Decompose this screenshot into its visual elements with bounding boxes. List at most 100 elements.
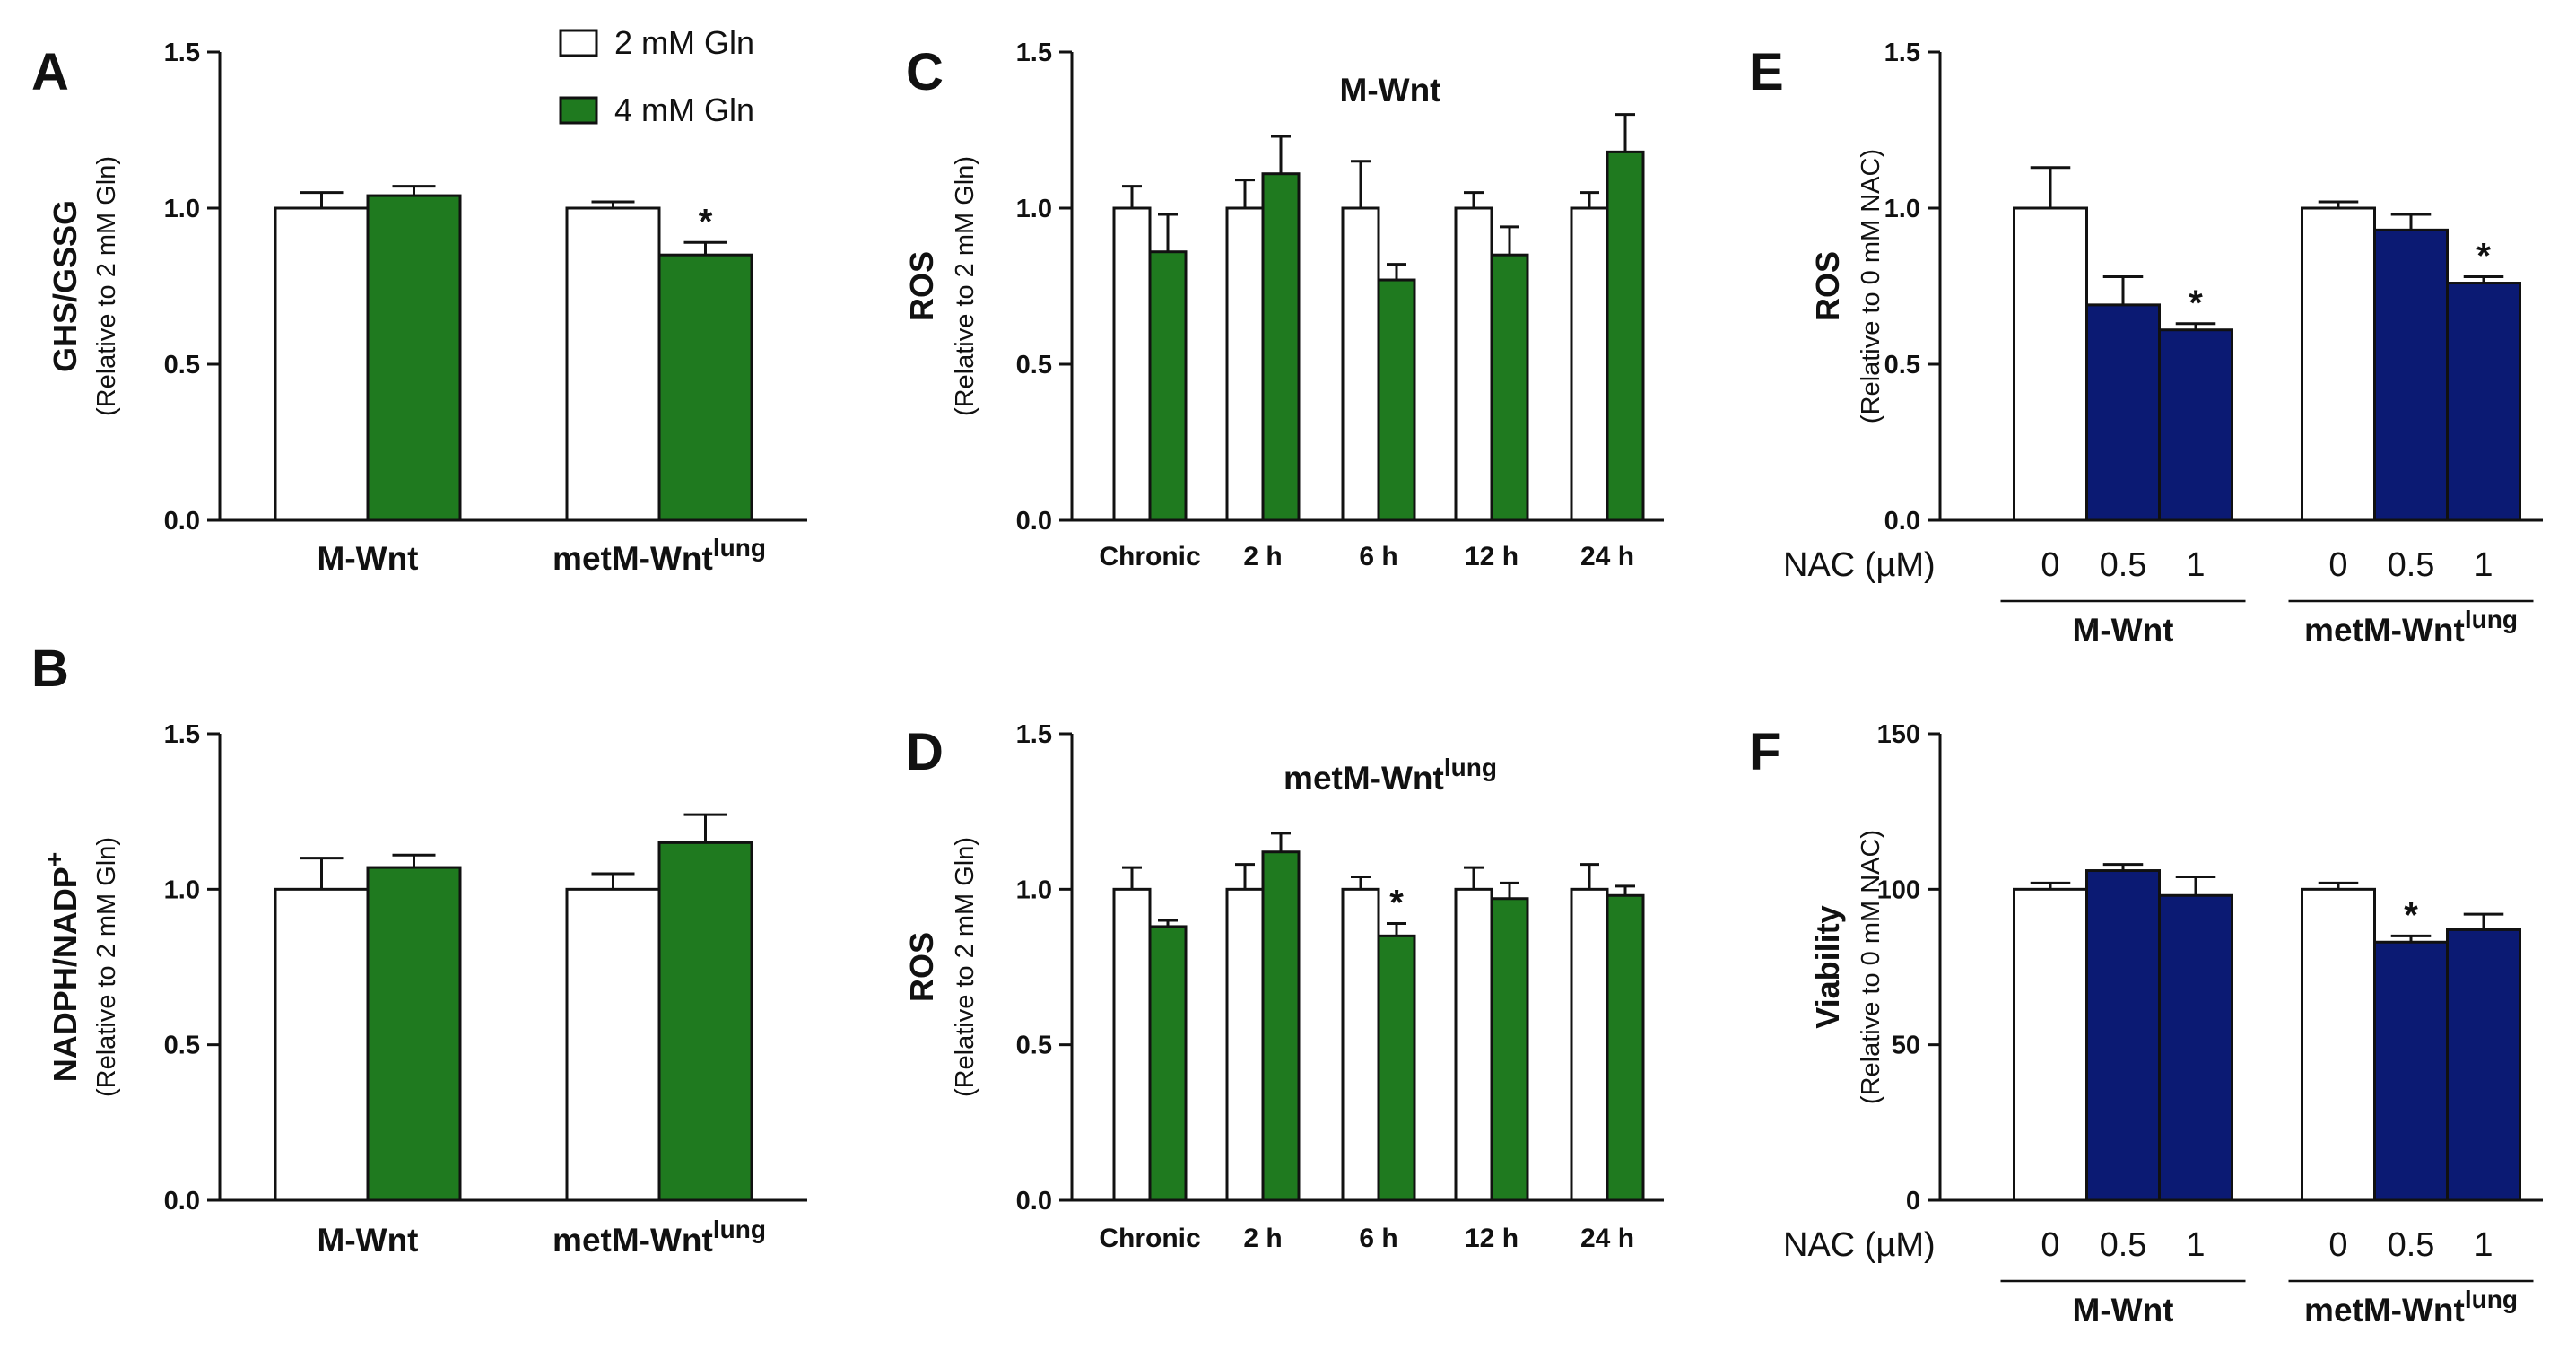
bar-d-g3-b1	[1490, 897, 1529, 1202]
y-tick-label: 0.5	[1016, 1032, 1052, 1060]
y-tick-label: 1.0	[164, 876, 200, 904]
bar-f-g1-b0	[2301, 887, 2376, 1202]
bar-e-g0-b0	[2013, 206, 2088, 522]
y-tick-label: 0.5	[1884, 351, 1920, 379]
legend-label: 2 mM Gln	[614, 24, 754, 61]
panel-label-e: E	[1749, 43, 1784, 101]
category-label: 24 h	[1580, 542, 1634, 571]
nac-dose-label: 0.5	[2388, 1226, 2435, 1264]
nac-dose-label: 0	[2041, 546, 2059, 584]
y-tick-label: 0.0	[1016, 1187, 1052, 1215]
chart-panel-c: C 0.0 0.5 1.0 1.5 ROS (Relative to 2 mM Gln) M-…	[903, 39, 1664, 571]
bar-d-g4-b0	[1570, 887, 1609, 1202]
bar-c-g1-b0	[1225, 206, 1265, 522]
panel-label-b: B	[31, 640, 69, 698]
panel-label-d: D	[906, 723, 944, 781]
y-axis-sublabel: (Relative to 2 mM Gln)	[951, 156, 979, 416]
group-label: M-Wnt	[2073, 612, 2174, 649]
y-tick-label: 0	[1906, 1187, 1920, 1215]
bar-c-g0-b1	[1148, 250, 1188, 522]
y-tick-label: 1.5	[164, 720, 200, 749]
nac-dose-label: 0.5	[2388, 546, 2435, 584]
category-label: 12 h	[1465, 1224, 1519, 1253]
y-axis-label: ROS	[903, 251, 940, 321]
y-tick-label: 0.0	[1016, 507, 1052, 536]
significance-star: *	[2476, 237, 2491, 276]
bar-c-g3-b1	[1490, 253, 1529, 522]
y-tick-label: 150	[1877, 720, 1920, 749]
y-tick-label: 1.0	[164, 195, 200, 223]
y-tick-label: 100	[1877, 876, 1920, 904]
y-axis-label: GHS/GSSG	[47, 200, 83, 372]
panel-label-a: A	[31, 43, 69, 101]
category-label: 6 h	[1359, 542, 1397, 571]
panel-label-f: F	[1749, 723, 1780, 781]
category-label: 6 h	[1359, 1224, 1397, 1253]
bar-c-g1-b1	[1261, 172, 1301, 522]
bar-f-g0-b2	[2158, 893, 2233, 1202]
y-tick-label: 0.5	[1016, 351, 1052, 379]
y-axis-sublabel: (Relative to 0 mM NAC)	[1857, 149, 1885, 423]
significance-star: *	[2404, 895, 2418, 935]
category-label: metM-Wntlung	[553, 534, 766, 578]
nac-dose-label: 1	[2186, 1226, 2205, 1264]
bar-a-g0-b0	[274, 206, 370, 522]
bar-d-g2-b1	[1377, 934, 1416, 1202]
bar-e-g0-b2	[2158, 328, 2233, 522]
nac-axis-label: NAC (µM)	[1783, 546, 1936, 584]
nac-dose-label: 0.5	[2100, 546, 2147, 584]
group-label: metM-Wntlung	[2304, 605, 2518, 649]
bar-b-g1-b1	[657, 841, 753, 1202]
category-label: Chronic	[1099, 1224, 1200, 1253]
significance-star: *	[1389, 883, 1404, 922]
bar-d-g1-b1	[1261, 850, 1301, 1202]
category-label: Chronic	[1099, 542, 1200, 571]
y-tick-label: 0.5	[164, 351, 200, 379]
nac-dose-label: 0	[2328, 1226, 2347, 1264]
significance-star: *	[2189, 283, 2203, 323]
bar-e-g1-b0	[2301, 206, 2376, 522]
legend: 2 mM Gln 4 mM Gln	[559, 24, 754, 128]
y-axis-label: ROS	[1809, 251, 1846, 321]
y-axis-label: ROS	[903, 932, 940, 1002]
chart-panel-b: B 0.0 0.5 1.0 1.5 NADPH/NADP+ (Relative to 2 m…	[31, 640, 807, 1259]
y-tick-label: 1.5	[1016, 720, 1052, 749]
category-label: 2 h	[1243, 1224, 1282, 1253]
y-axis-label: Viability	[1809, 905, 1846, 1028]
y-axis-sublabel: (Relative to 2 mM Gln)	[92, 156, 121, 416]
bar-d-g2-b0	[1341, 887, 1380, 1202]
y-tick-label: 1.0	[1884, 195, 1920, 223]
category-label: 12 h	[1465, 542, 1519, 571]
bar-e-g0-b1	[2085, 303, 2161, 522]
bar-c-g2-b0	[1341, 206, 1380, 522]
nac-dose-label: 0	[2041, 1226, 2059, 1264]
y-tick-label: 0.5	[164, 1032, 200, 1060]
bar-c-g4-b1	[1606, 150, 1645, 522]
y-axis-sublabel: (Relative to 0 mM NAC)	[1857, 830, 1885, 1104]
y-axis-sublabel: (Relative to 2 mM Gln)	[92, 837, 121, 1097]
bar-a-g1-b1	[657, 253, 753, 522]
bar-f-g1-b1	[2373, 940, 2449, 1202]
chart-panel-d: D 0.0 0.5 1.0 1.5 ROS (Relative to 2 mM Gln) me…	[903, 720, 1664, 1253]
chart-panel-e: E 0.0 0.5 1.0 1.5 ROS (Relative to 0 mM NAC) * *…	[1749, 39, 2543, 649]
panel-label-c: C	[906, 43, 944, 101]
nac-dose-label: 0.5	[2100, 1226, 2147, 1264]
category-label: M-Wnt	[318, 1222, 419, 1259]
bar-e-g1-b1	[2373, 228, 2449, 522]
group-label: metM-Wntlung	[2304, 1285, 2518, 1329]
bar-d-g1-b0	[1225, 887, 1265, 1202]
category-label: 24 h	[1580, 1224, 1634, 1253]
legend-swatch	[559, 29, 598, 57]
bar-a-g0-b1	[366, 194, 462, 522]
chart-title: metM-Wntlung	[1284, 754, 1497, 797]
y-tick-label: 1.0	[1016, 195, 1052, 223]
category-label: 2 h	[1243, 542, 1282, 571]
y-tick-label: 1.5	[1884, 39, 1920, 67]
y-tick-label: 0.0	[164, 507, 200, 536]
legend-swatch	[559, 96, 598, 125]
bar-c-g4-b0	[1570, 206, 1609, 522]
chart-panel-a: A 0.0 0.5 1.0 1.5 GHS/GSSG (Relative to 2 mM G…	[31, 39, 807, 577]
y-tick-label: 50	[1892, 1032, 1920, 1060]
